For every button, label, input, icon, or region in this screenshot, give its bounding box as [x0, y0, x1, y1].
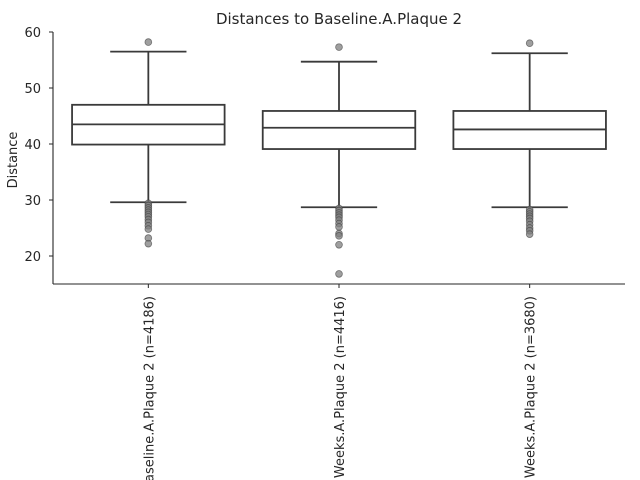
box-group	[71, 38, 226, 248]
iqr-box	[261, 110, 417, 150]
y-tick-label: 40	[24, 138, 41, 153]
box-group	[261, 43, 417, 278]
x-tick-label: Weeks.A.Plaque 2 (n=4416)	[333, 296, 348, 478]
outlier-point	[144, 225, 153, 233]
outlier-point	[335, 223, 343, 231]
box-plots	[71, 38, 607, 278]
x-tick-label: Baseline.A.Plaque 2 (n=4186)	[142, 296, 157, 480]
y-tick-label: 50	[24, 82, 41, 97]
outlier-point	[144, 38, 153, 46]
x-axis-ticks: Baseline.A.Plaque 2 (n=4186) Weeks.A.Plaq…	[142, 284, 539, 480]
x-tick-label: Weeks.A.Plaque 2 (n=3680)	[524, 296, 539, 478]
outlier-point	[335, 232, 343, 240]
y-tick-label: 60	[24, 26, 41, 41]
outlier-point	[525, 39, 534, 47]
y-tick-label: 30	[24, 194, 41, 209]
y-axis-label: Distance	[6, 132, 21, 189]
outlier-point	[335, 270, 343, 278]
outlier-point	[144, 239, 153, 248]
chart-title: Distances to Baseline.A.Plaque 2	[216, 10, 462, 28]
outlier-point	[335, 43, 343, 51]
box-group	[452, 39, 607, 238]
y-tick-label: 20	[24, 250, 41, 265]
outlier-point	[525, 230, 534, 238]
outlier-point	[335, 241, 343, 249]
y-axis-ticks: 20 30 40 50 60	[24, 26, 53, 265]
